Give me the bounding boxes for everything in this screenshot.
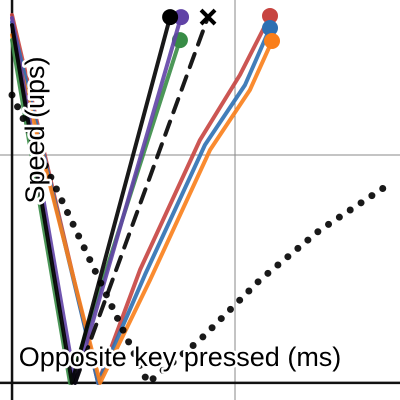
y-axis-label: Speed (ups) <box>20 56 50 203</box>
end-point <box>262 7 279 24</box>
end-point <box>262 20 279 37</box>
plot <box>8 7 389 387</box>
end-point <box>199 8 217 26</box>
end-point <box>264 33 281 50</box>
curve <box>10 33 274 385</box>
x-axis-label: Opposite key pressed (ms) <box>19 342 342 372</box>
end-point <box>162 9 179 26</box>
curve <box>8 91 389 387</box>
curve <box>73 15 210 385</box>
